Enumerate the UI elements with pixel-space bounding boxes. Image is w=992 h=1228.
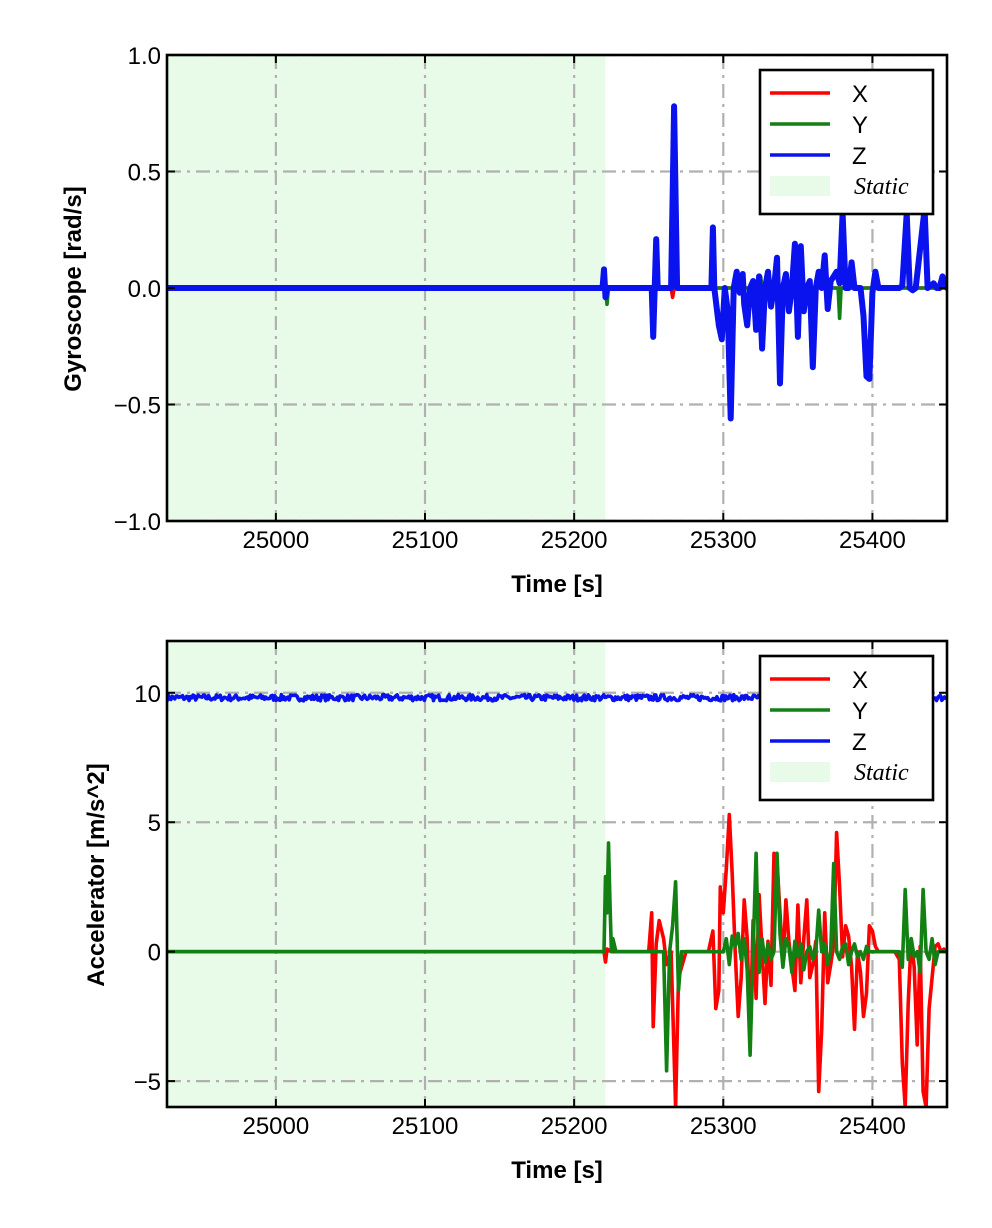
gyroscope-legend-label-z: Z bbox=[852, 143, 867, 170]
gyroscope-legend-label-static: Static bbox=[854, 174, 909, 200]
gyroscope-y-tick-label: 0.0 bbox=[128, 276, 161, 303]
accelerometer-x-tick-label: 25400 bbox=[839, 1113, 906, 1140]
accelerometer-y-tick-label: −5 bbox=[134, 1069, 161, 1096]
gyroscope-y-tick-label: −1.0 bbox=[114, 509, 161, 536]
accelerometer-x-tick-label: 25200 bbox=[541, 1113, 608, 1140]
gyroscope-x-tick-label: 25100 bbox=[392, 527, 459, 554]
accelerometer-legend-label-y: Y bbox=[852, 698, 868, 725]
gyroscope-legend-static-swatch bbox=[770, 176, 830, 196]
gyroscope-series-group bbox=[167, 103, 947, 422]
gyroscope-legend-label-x: X bbox=[852, 81, 868, 108]
accelerometer-axes-frame bbox=[165, 639, 949, 1109]
gyroscope-legend: XYZ Static bbox=[758, 68, 935, 216]
accelerometer-y-tick-label: 0 bbox=[148, 940, 161, 967]
accelerometer-x-tick-label: 25100 bbox=[392, 1113, 459, 1140]
accelerometer-series-y-line bbox=[167, 841, 947, 1073]
gyroscope-x-tick-label: 25400 bbox=[839, 527, 906, 554]
gyroscope-series-z-line bbox=[167, 103, 947, 422]
accelerometer-legend: XYZ Static bbox=[758, 654, 935, 802]
accelerometer-legend-label-z: Z bbox=[852, 729, 867, 756]
gyroscope-y-tick-label: 0.5 bbox=[128, 160, 161, 187]
accelerometer-series-x-line bbox=[167, 812, 947, 1107]
gyroscope-y-axis-title: Gyroscope [rad/s] bbox=[60, 186, 87, 391]
accelerometer-x-axis-title: Time [s] bbox=[511, 1157, 603, 1184]
accelerometer-y-axis-title: Accelerator [m/s^2] bbox=[83, 763, 110, 986]
accelerometer-x-tick-label: 25300 bbox=[690, 1113, 757, 1140]
accelerometer-x-tick-label: 25000 bbox=[242, 1113, 309, 1140]
gyroscope-y-tick-label: −0.5 bbox=[114, 393, 161, 420]
gyroscope-x-tick-label: 25300 bbox=[690, 527, 757, 554]
gyroscope-x-tick-label: 25200 bbox=[541, 527, 608, 554]
gyroscope-x-tick-label: 25000 bbox=[242, 527, 309, 554]
accelerometer-y-tick-label: 10 bbox=[134, 681, 161, 708]
accelerometer-plot: 25000 25100 25200 25300 25400 10 5 0 −5 XYZ Static bbox=[134, 639, 949, 1140]
gyroscope-y-tick-label: 1.0 bbox=[128, 43, 161, 70]
gyroscope-plot: 25000 25100 25200 25300 25400 1.0 0.5 0.0 −0.5 −1… bbox=[114, 43, 949, 554]
accelerometer-legend-label-x: X bbox=[852, 667, 868, 694]
accelerometer-legend-static-swatch bbox=[770, 762, 830, 782]
gyroscope-legend-label-y: Y bbox=[852, 112, 868, 139]
gyroscope-x-axis-title: Time [s] bbox=[511, 571, 603, 598]
accelerometer-y-tick-label: 5 bbox=[148, 810, 161, 837]
accelerometer-static-region bbox=[167, 641, 606, 1107]
accelerometer-legend-label-static: Static bbox=[854, 760, 909, 786]
